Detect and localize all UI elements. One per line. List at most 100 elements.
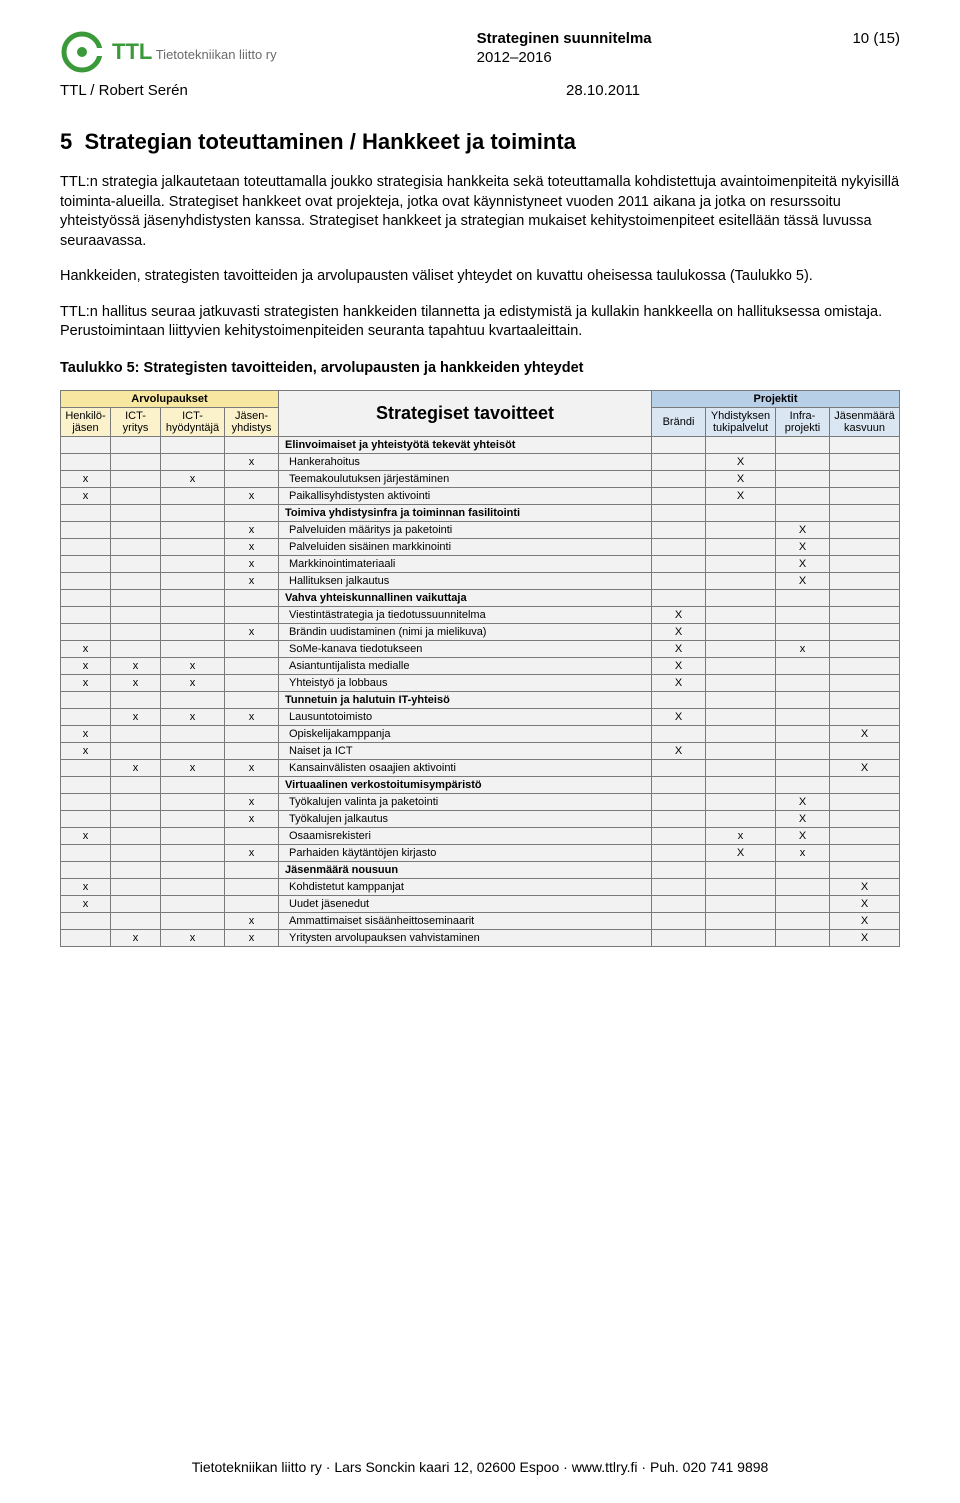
proj-cell — [706, 725, 776, 742]
proj-cell — [706, 895, 776, 912]
arvo-cell: x — [225, 912, 279, 929]
proj-cell — [776, 453, 830, 470]
arvo-cell: x — [161, 470, 225, 487]
cell-empty — [652, 589, 706, 606]
arvo-cell: x — [225, 555, 279, 572]
arvo-cell — [161, 606, 225, 623]
row-label: Opiskelijakamppanja — [279, 725, 652, 742]
cell-empty — [61, 776, 111, 793]
cell-empty — [225, 861, 279, 878]
section-title-cell: Tunnetuin ja halutuin IT-yhteisö — [279, 691, 652, 708]
arvo-cell: x — [161, 759, 225, 776]
logo: TTL Tietotekniikan liitto ry — [60, 30, 277, 74]
arvo-cell: x — [111, 674, 161, 691]
cell-empty — [652, 691, 706, 708]
proj-cell: X — [652, 640, 706, 657]
row-label: Hankerahoitus — [279, 453, 652, 470]
doc-years: 2012–2016 — [477, 49, 652, 66]
proj-cell — [706, 929, 776, 946]
row-label: Palveluiden määritys ja paketointi — [279, 521, 652, 538]
arvo-cell — [225, 878, 279, 895]
arvo-cell — [225, 725, 279, 742]
cell-empty — [111, 504, 161, 521]
cell-empty — [652, 436, 706, 453]
proj-cell: X — [830, 725, 900, 742]
cell-empty — [706, 776, 776, 793]
arvo-cell — [161, 742, 225, 759]
body-text: TTL:n strategia jalkautetaan toteuttamal… — [60, 173, 900, 342]
proj-cell: X — [776, 810, 830, 827]
cell-empty — [225, 691, 279, 708]
proj-cell — [830, 793, 900, 810]
row-label: Asiantuntijalista medialle — [279, 657, 652, 674]
arvo-cell — [161, 810, 225, 827]
strategy-matrix-table: ArvolupauksetStrategiset tavoitteetProje… — [60, 390, 900, 947]
cell-empty — [706, 504, 776, 521]
arvo-cell — [111, 623, 161, 640]
row-label: SoMe-kanava tiedotukseen — [279, 640, 652, 657]
proj-cell — [830, 844, 900, 861]
arvo-cell — [61, 810, 111, 827]
cell-empty — [61, 436, 111, 453]
row-label: Viestintästrategia ja tiedotussuunnitelm… — [279, 606, 652, 623]
arvo-cell — [111, 572, 161, 589]
row-label: Osaamisrekisteri — [279, 827, 652, 844]
arvo-cell — [111, 470, 161, 487]
proj-col-header: Jäsenmääräkasvuun — [830, 407, 900, 436]
proj-cell — [706, 538, 776, 555]
proj-col-header: Infra-projekti — [776, 407, 830, 436]
cell-empty — [225, 504, 279, 521]
arvo-cell: x — [111, 708, 161, 725]
cell-empty — [830, 776, 900, 793]
arvo-cell: x — [225, 623, 279, 640]
cell-empty — [776, 861, 830, 878]
row-label: Uudet jäsenedut — [279, 895, 652, 912]
proj-cell — [830, 640, 900, 657]
proj-cell — [776, 674, 830, 691]
arvo-cell — [161, 487, 225, 504]
row-label: Yritysten arvolupauksen vahvistaminen — [279, 929, 652, 946]
proj-cell — [652, 912, 706, 929]
proj-cell: X — [706, 844, 776, 861]
section-title-cell: Virtuaalinen verkostoitumisympäristö — [279, 776, 652, 793]
doc-date: 28.10.2011 — [566, 82, 640, 99]
proj-cell: x — [776, 844, 830, 861]
arvo-cell: x — [61, 470, 111, 487]
arvo-cell — [61, 912, 111, 929]
proj-cell — [706, 657, 776, 674]
table-caption: Taulukko 5: Strategisten tavoitteiden, a… — [60, 360, 900, 376]
cell-empty — [652, 776, 706, 793]
section-title-cell: Toimiva yhdistysinfra ja toiminnan fasil… — [279, 504, 652, 521]
proj-cell: X — [706, 453, 776, 470]
proj-cell — [830, 572, 900, 589]
arvo-cell — [161, 912, 225, 929]
section-title-cell: Vahva yhteiskunnallinen vaikuttaja — [279, 589, 652, 606]
proj-cell — [776, 759, 830, 776]
arvo-cell — [61, 793, 111, 810]
cell-empty — [830, 504, 900, 521]
cell-empty — [706, 589, 776, 606]
arvo-cell: x — [161, 929, 225, 946]
arvo-cell — [61, 521, 111, 538]
arvo-cell — [225, 657, 279, 674]
arvo-cell — [225, 640, 279, 657]
arvo-cell: x — [225, 453, 279, 470]
proj-cell: X — [776, 538, 830, 555]
arvo-cell — [61, 453, 111, 470]
arvo-cell — [111, 895, 161, 912]
proj-cell — [652, 929, 706, 946]
arvo-cell: x — [61, 487, 111, 504]
arvo-cell: x — [225, 708, 279, 725]
arvo-cell — [61, 572, 111, 589]
proj-cell — [776, 470, 830, 487]
cell-empty — [706, 436, 776, 453]
arvo-cell: x — [225, 929, 279, 946]
cell-empty — [830, 589, 900, 606]
cell-empty — [830, 436, 900, 453]
arvo-cell — [161, 555, 225, 572]
arvo-cell: x — [111, 657, 161, 674]
row-label: Teemakoulutuksen järjestäminen — [279, 470, 652, 487]
arvo-cell — [161, 878, 225, 895]
proj-cell — [776, 895, 830, 912]
doc-title-block: Strateginen suunnitelma 2012–2016 10 (15… — [277, 30, 900, 66]
